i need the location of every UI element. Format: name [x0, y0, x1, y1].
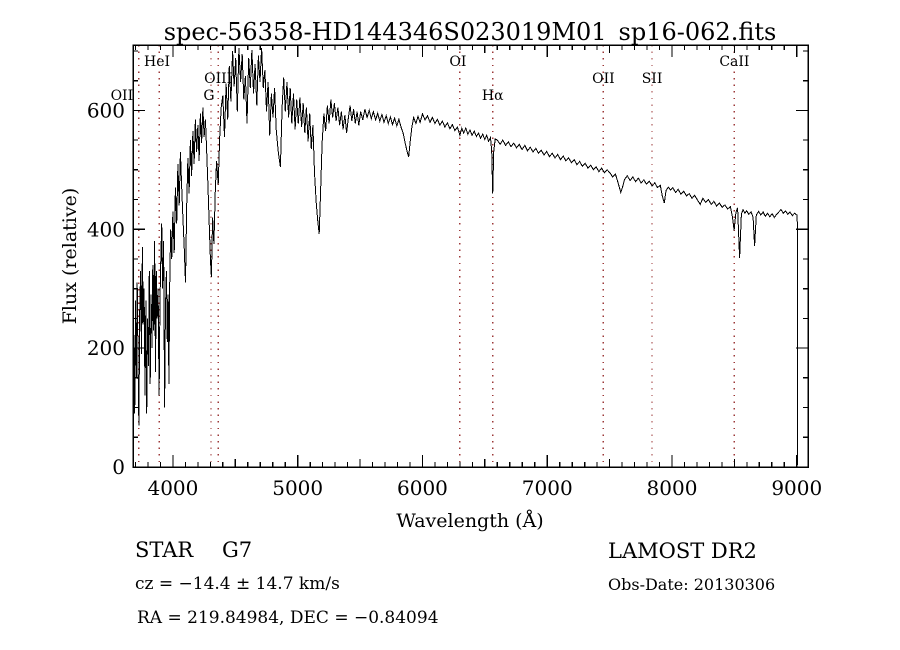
plot-area: 4000 5000 6000 7000 8000 90000200400600OIIHeI… [87, 44, 822, 500]
y-tick-label: 200 [87, 336, 125, 360]
x-tick-label: 5000 [272, 476, 323, 500]
marker-label: OI [449, 54, 466, 70]
y-tick-label: 0 [112, 455, 125, 479]
x-axis-label: Wavelength (Å) [396, 510, 543, 532]
survey-label: LAMOST DR2 [608, 539, 757, 563]
marker-label: CaII [719, 54, 749, 70]
y-axis-label: Flux (relative) [59, 188, 81, 325]
plot-frame [132, 44, 809, 468]
marker-label: OII [111, 88, 134, 104]
marker-label: G [203, 88, 214, 104]
plot-title: spec-56358-HD144346S023019M01_sp16-062.f… [164, 18, 777, 46]
x-tick-label: 4000 [147, 476, 198, 500]
cz-value: cz = −14.4 ± 14.7 km/s [135, 574, 340, 594]
y-tick-label: 600 [87, 98, 125, 122]
ra-dec-value: RA = 219.84984, DEC = −0.84094 [137, 608, 439, 628]
x-tick-label: 6000 [397, 476, 448, 500]
marker-label: OII [592, 71, 615, 87]
class-label: STAR [135, 538, 194, 562]
x-tick-label: 8000 [647, 476, 698, 500]
spectrum-line [132, 47, 799, 466]
marker-label: HeI [144, 54, 170, 70]
marker-label: OIII [204, 71, 232, 87]
obs-date-value: Obs-Date: 20130306 [608, 575, 775, 594]
marker-label: SII [642, 71, 663, 87]
x-tick-label: 7000 [522, 476, 573, 500]
subclass-label: G7 [222, 538, 252, 562]
x-tick-label: 9000 [771, 476, 822, 500]
y-tick-label: 400 [87, 217, 125, 241]
marker-label: Hα [482, 88, 504, 104]
